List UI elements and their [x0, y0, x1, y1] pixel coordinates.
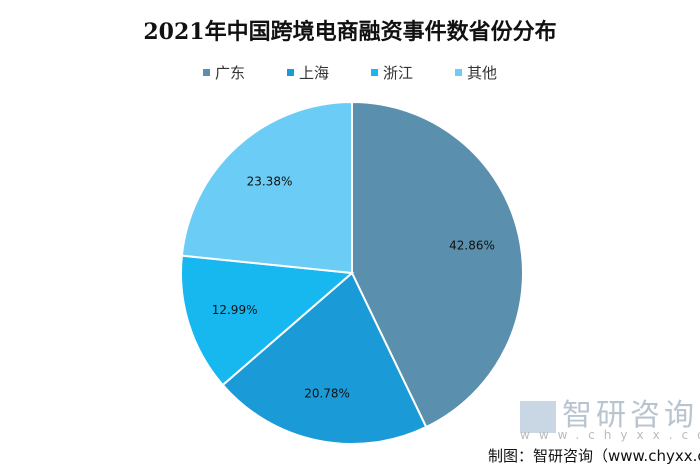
chart-title: 2021年中国跨境电商融资事件数省份分布: [143, 19, 557, 45]
watermark: 智研咨询: [520, 390, 698, 434]
source-note: 制图：智研咨询（www.chyxx.c: [488, 447, 700, 465]
pie-slice-上海: [221, 271, 428, 445]
data-label: 20.78%: [304, 387, 350, 401]
legend-label: 上海: [298, 64, 329, 82]
legend-item: 上海: [286, 62, 329, 83]
watermark-url: www.chyxx.co: [520, 428, 700, 442]
data-label: 23.38%: [247, 175, 293, 189]
legend-label: 其他: [467, 64, 498, 82]
legend-item: 浙江: [371, 62, 413, 83]
data-label: 12.99%: [212, 303, 258, 317]
legend-item: 其他: [455, 62, 497, 83]
pie-slice-其他: [180, 100, 353, 275]
pie-slice-广东: [351, 100, 524, 429]
legend-swatch: [286, 69, 294, 76]
legend-label: 广东: [214, 64, 245, 82]
legend-label: 浙江: [383, 64, 414, 82]
legend-swatch: [371, 69, 378, 76]
watermark-logo-icon: [520, 400, 556, 433]
data-label: 42.86%: [449, 239, 495, 253]
watermark-name: 智研咨询: [562, 398, 698, 433]
legend-swatch: [202, 69, 210, 76]
legend-swatch: [455, 69, 463, 76]
legend: 广东 上海 浙江 其他: [0, 62, 700, 83]
legend-item: 广东: [202, 62, 245, 83]
pie-slice-浙江: [180, 254, 355, 387]
